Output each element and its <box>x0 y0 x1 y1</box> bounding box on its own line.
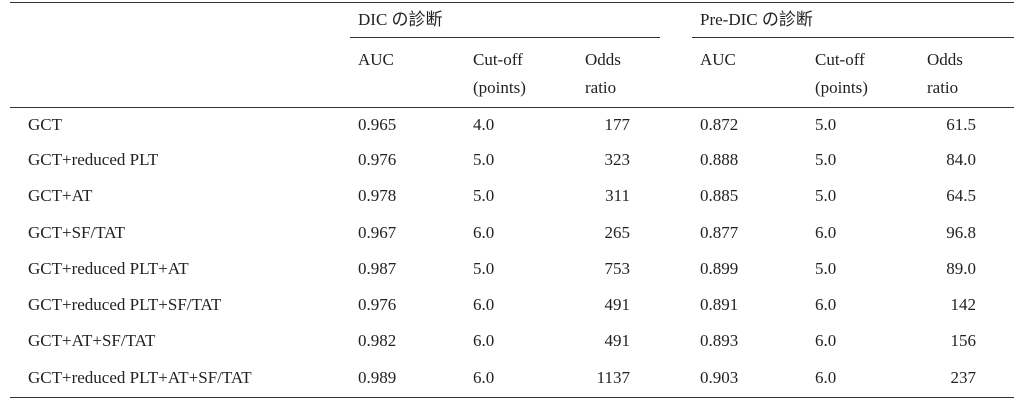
cell-value: 6.0 <box>815 295 837 314</box>
column-header: (points) <box>473 78 526 97</box>
cell-value: 753 <box>604 259 631 278</box>
row-label: GCT+reduced PLT+AT <box>28 259 189 278</box>
cell-value: 5.0 <box>815 186 837 205</box>
column-header: ratio <box>927 78 959 97</box>
cell-value: 5.0 <box>815 150 837 169</box>
bottom-rule <box>10 397 1014 398</box>
cell-value: 5.0 <box>473 259 495 278</box>
cell-value: 0.982 <box>358 331 397 350</box>
cell-value: 0.978 <box>358 186 397 205</box>
cell-value: 156 <box>950 331 977 350</box>
cell-value: 0.877 <box>700 223 739 242</box>
column-header: (points) <box>815 78 868 97</box>
row-label: GCT+AT <box>28 186 93 205</box>
cell-value: 96.8 <box>946 223 976 242</box>
column-header: AUC <box>358 50 394 69</box>
cell-value: 61.5 <box>946 115 976 134</box>
cell-value: 6.0 <box>815 368 837 387</box>
cell-value: 5.0 <box>815 259 837 278</box>
cell-value: 6.0 <box>473 295 495 314</box>
cell-value: 0.967 <box>358 223 397 242</box>
cell-value: 6.0 <box>473 368 495 387</box>
cell-value: 4.0 <box>473 115 495 134</box>
cell-value: 6.0 <box>815 223 837 242</box>
cell-value: 0.888 <box>700 150 739 169</box>
column-header: ratio <box>585 78 617 97</box>
cell-value: 491 <box>604 331 631 350</box>
cell-value: 89.0 <box>946 259 976 278</box>
cell-value: 323 <box>604 150 631 169</box>
cell-value: 0.899 <box>700 259 739 278</box>
cell-value: 0.965 <box>358 115 397 134</box>
cell-value: 6.0 <box>473 331 495 350</box>
cell-value: 1137 <box>596 368 630 387</box>
cell-value: 142 <box>950 295 977 314</box>
row-label: GCT+AT+SF/TAT <box>28 331 156 350</box>
cell-value: 0.976 <box>358 295 397 314</box>
cell-value: 0.893 <box>700 331 739 350</box>
cell-value: 0.891 <box>700 295 739 314</box>
row-label: GCT+reduced PLT+SF/TAT <box>28 295 222 314</box>
cell-value: 265 <box>604 223 631 242</box>
cell-value: 0.903 <box>700 368 739 387</box>
cell-value: 64.5 <box>946 186 976 205</box>
column-header: Odds <box>585 50 621 69</box>
cell-value: 6.0 <box>815 331 837 350</box>
cell-value: 5.0 <box>473 186 495 205</box>
group-header: DIC の診断 <box>358 10 443 29</box>
column-header: AUC <box>700 50 736 69</box>
cell-value: 6.0 <box>473 223 495 242</box>
row-label: GCT+reduced PLT+AT+SF/TAT <box>28 368 252 387</box>
cell-value: 5.0 <box>473 150 495 169</box>
top-rule <box>10 2 1014 3</box>
cell-value: 84.0 <box>946 150 976 169</box>
column-header: Cut-off <box>473 50 523 69</box>
cell-value: 0.872 <box>700 115 739 134</box>
row-label: GCT+SF/TAT <box>28 223 126 242</box>
cell-value: 491 <box>604 295 631 314</box>
group-rule <box>692 37 1014 38</box>
row-label: GCT+reduced PLT <box>28 150 159 169</box>
column-header: Odds <box>927 50 963 69</box>
cell-value: 5.0 <box>815 115 837 134</box>
row-label: GCT <box>28 115 62 134</box>
cell-value: 0.989 <box>358 368 397 387</box>
cell-value: 0.885 <box>700 186 739 205</box>
header-rule <box>10 107 1014 108</box>
cell-value: 0.976 <box>358 150 397 169</box>
cell-value: 177 <box>604 115 631 134</box>
column-header: Cut-off <box>815 50 865 69</box>
cell-value: 237 <box>950 368 977 387</box>
group-header: Pre-DIC の診断 <box>700 10 813 29</box>
cell-value: 311 <box>605 186 630 205</box>
cell-value: 0.987 <box>358 259 397 278</box>
group-rule <box>350 37 660 38</box>
